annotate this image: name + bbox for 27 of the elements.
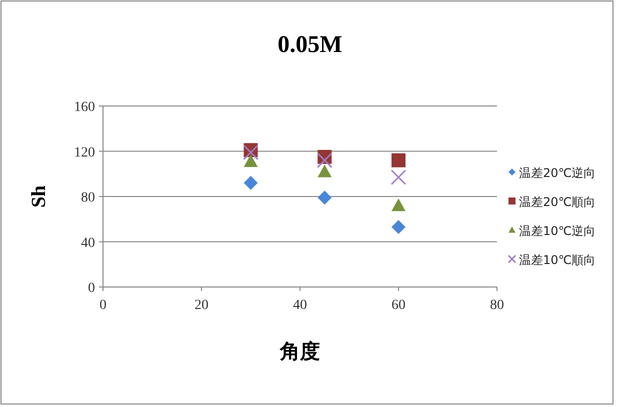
point — [390, 170, 406, 186]
y-tick-label: 40 — [81, 236, 95, 251]
y-tick-label: 120 — [74, 145, 95, 160]
y-axis-title: Sh — [28, 185, 50, 208]
y-tick-label: 0 — [88, 281, 95, 296]
legend-label: 温差10℃逆向 — [519, 224, 596, 238]
point — [392, 153, 406, 168]
point — [318, 164, 332, 178]
point — [318, 190, 332, 205]
x-tick-label: 20 — [194, 298, 208, 313]
legend-label: 温差20℃逆向 — [519, 166, 596, 180]
x-axis-title: 角度 — [279, 340, 320, 363]
x-tick-label: 60 — [392, 298, 406, 313]
point — [243, 144, 258, 160]
point — [392, 220, 406, 234]
chart-title: 0.05M — [278, 32, 342, 58]
x-tick-label: 0 — [100, 298, 106, 313]
point — [244, 176, 258, 190]
x-tick-label: 40 — [293, 298, 307, 313]
legend-label: 温差20℃順向 — [519, 195, 596, 209]
point — [392, 198, 406, 212]
y-tick-label: 160 — [74, 100, 95, 115]
point — [316, 152, 332, 168]
point — [244, 154, 258, 168]
legend-label: 温差10℃順向 — [519, 253, 596, 267]
y-tick-label: 80 — [81, 190, 95, 206]
x-tick-label: 80 — [490, 298, 504, 313]
